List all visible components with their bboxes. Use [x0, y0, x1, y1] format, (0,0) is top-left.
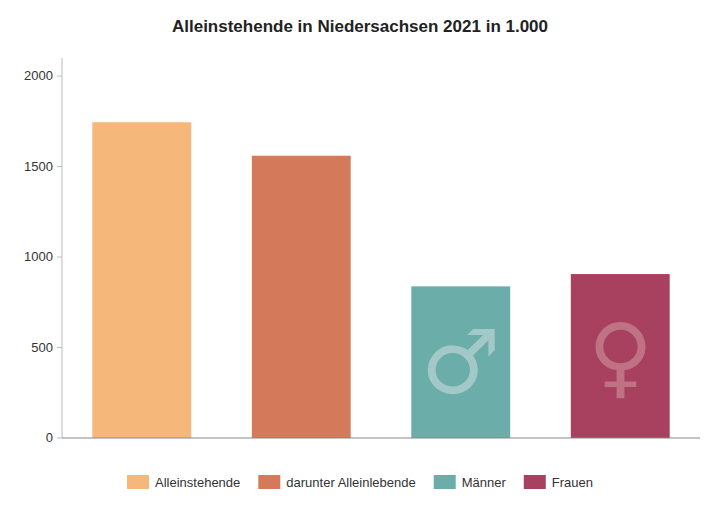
y-tick-label: 2000 — [24, 68, 53, 83]
legend-label: Frauen — [552, 475, 593, 490]
legend-swatch — [127, 475, 149, 489]
y-tick-label: 0 — [46, 430, 53, 445]
annotation: ♀ — [588, 304, 653, 408]
annotation: ♂ — [421, 310, 501, 414]
legend-swatch — [434, 475, 456, 489]
legend-label: darunter Alleinlebende — [286, 475, 415, 490]
title: Alleinstehende in Niedersachsen 2021 in … — [172, 17, 548, 36]
bar — [92, 122, 191, 438]
legend-item: Alleinstehende — [127, 475, 240, 490]
legend-label: Alleinstehende — [155, 475, 240, 490]
y-tick — [57, 257, 62, 258]
y-tick — [57, 166, 62, 167]
y-tick — [57, 438, 62, 439]
legend: Alleinstehende darunter Alleinlebende Männ… — [127, 475, 593, 490]
legend-swatch — [524, 475, 546, 489]
y-tick-label: 500 — [31, 340, 53, 355]
bar — [252, 156, 351, 438]
legend-item: Frauen — [524, 475, 593, 490]
legend-item: Männer — [434, 475, 507, 490]
chart: Alleinstehende in Niedersachsen 2021 in … — [0, 0, 720, 520]
legend-swatch — [258, 475, 280, 489]
bar — [411, 286, 510, 438]
y-tick — [57, 76, 62, 77]
y-axis-line — [62, 58, 63, 438]
bar — [571, 274, 670, 438]
y-tick — [57, 347, 62, 348]
y-tick-label: 1000 — [24, 249, 53, 264]
bars — [92, 122, 669, 438]
legend-label: Männer — [462, 475, 507, 490]
legend-item: darunter Alleinlebende — [258, 475, 415, 490]
y-tick-label: 1500 — [24, 159, 53, 174]
x-axis-line — [62, 438, 700, 439]
